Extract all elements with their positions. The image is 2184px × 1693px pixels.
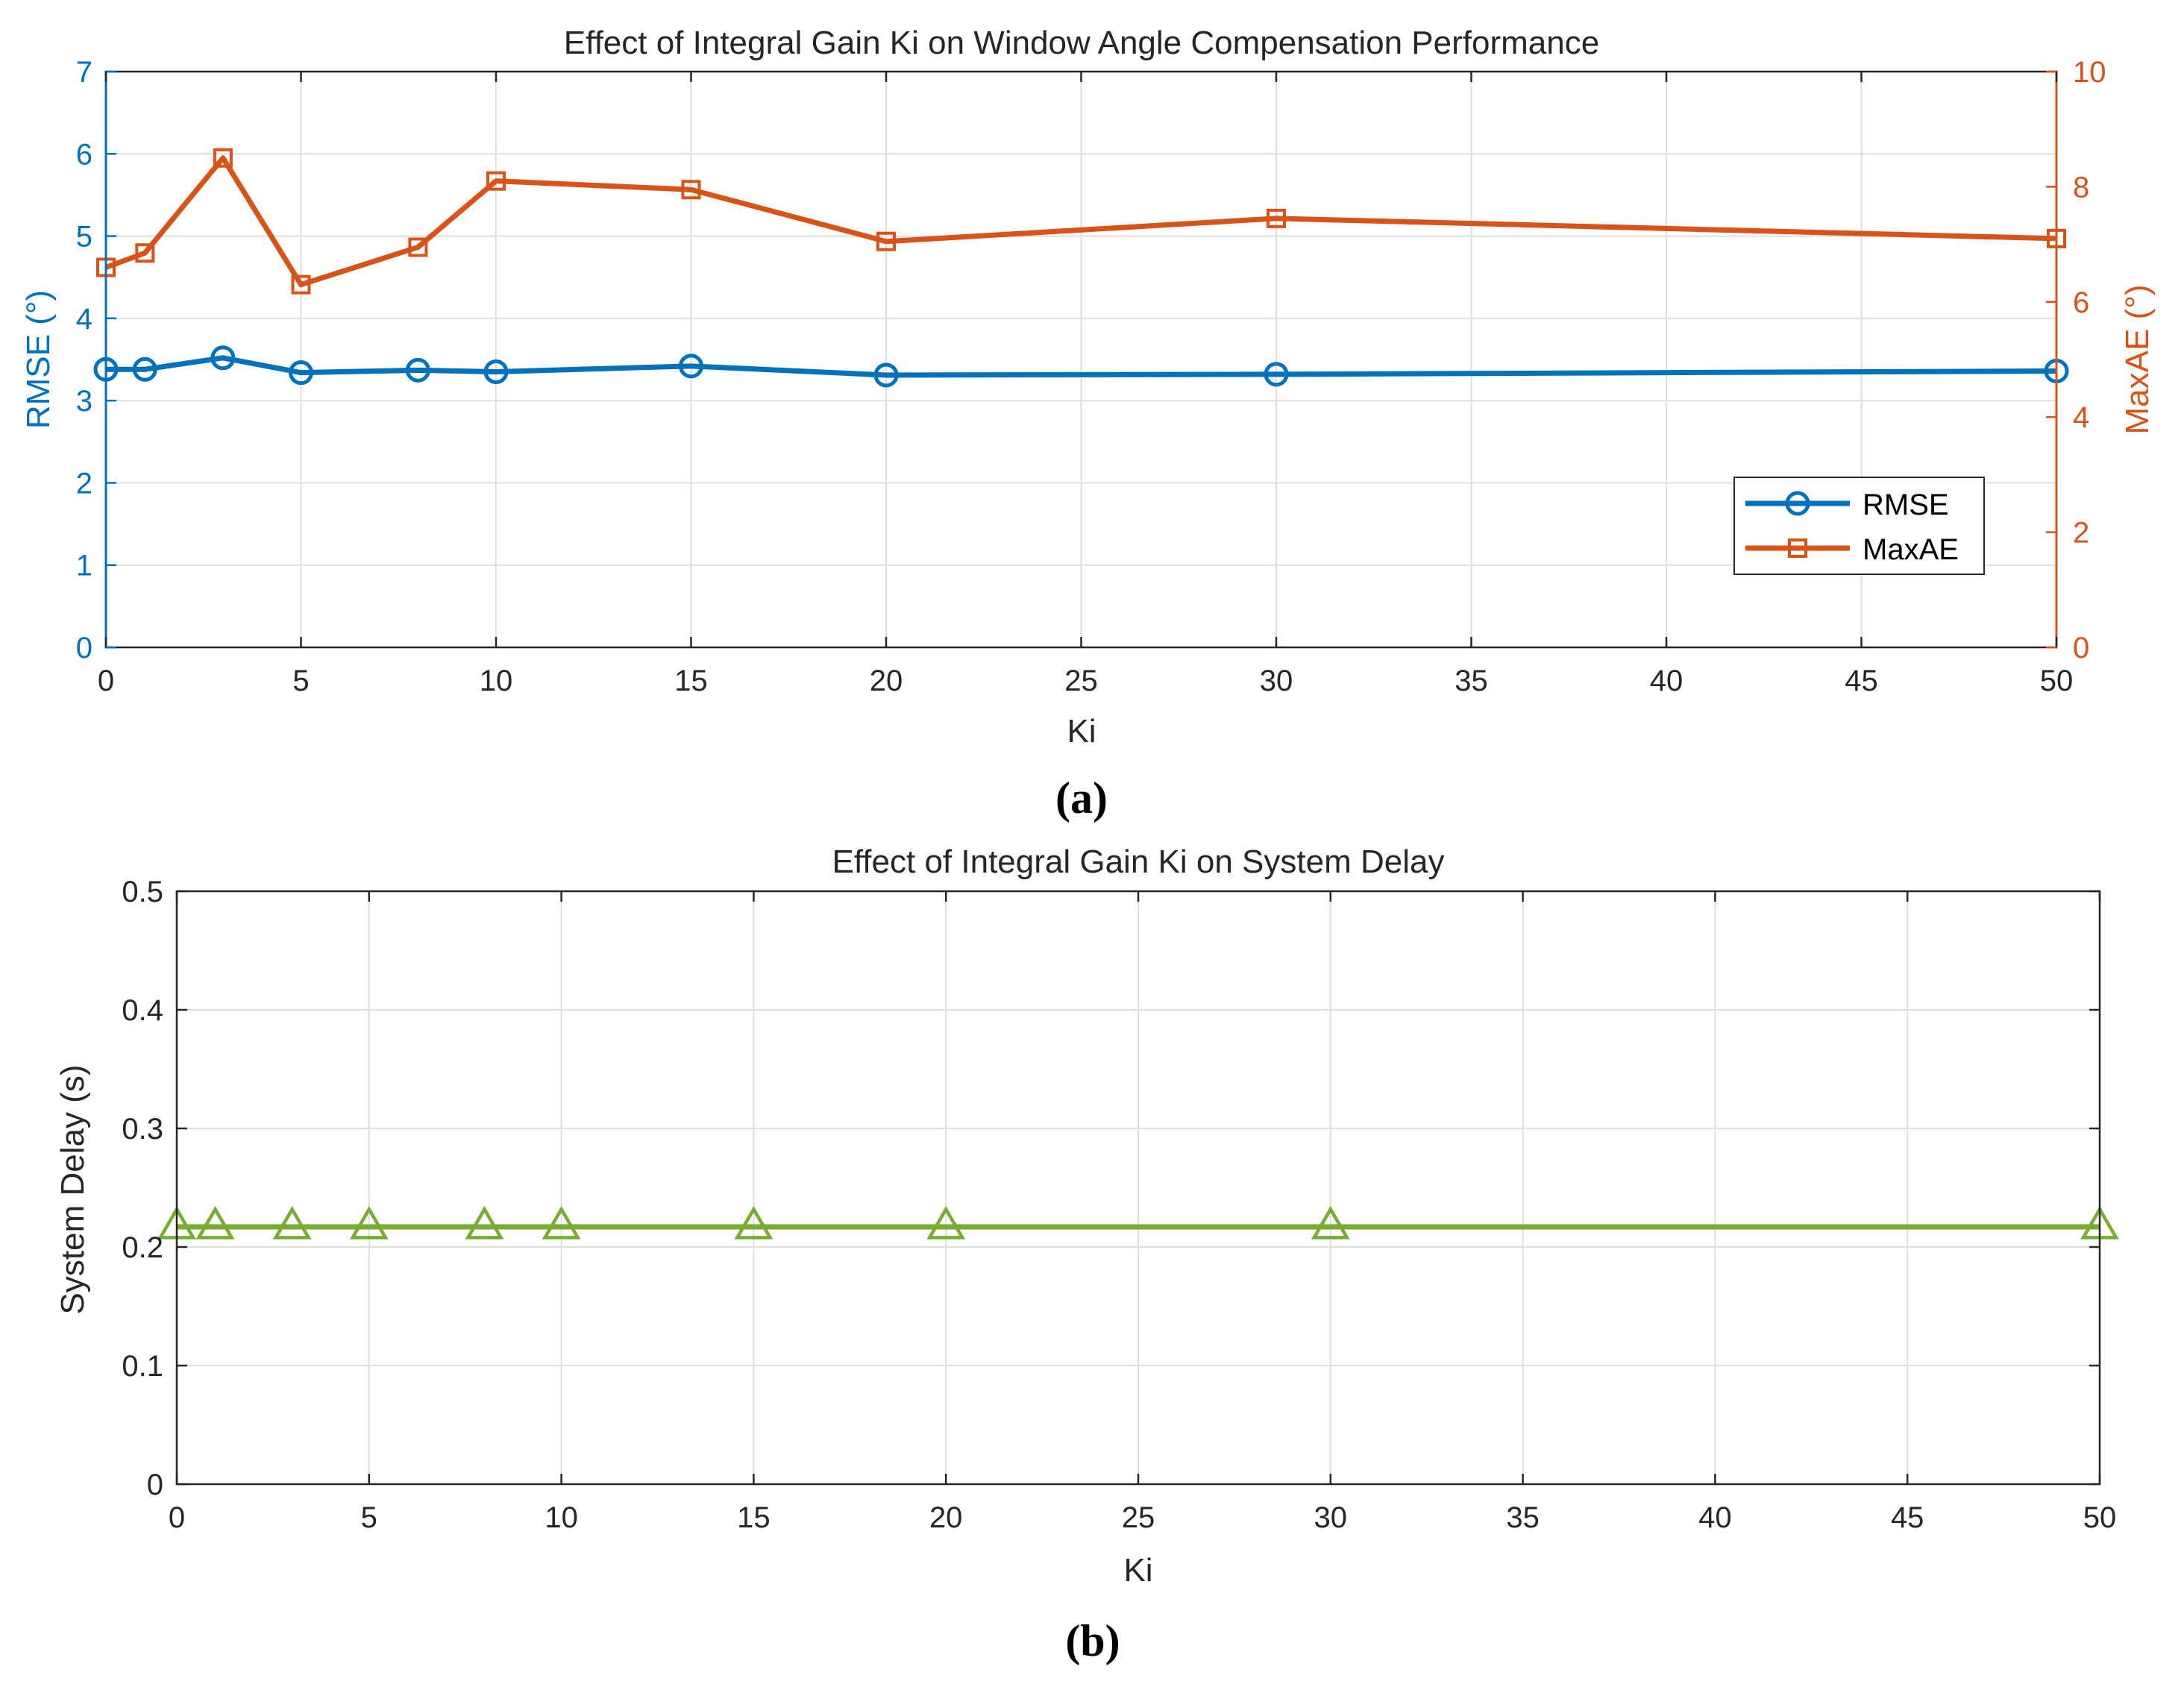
y-tick-label: 4 — [76, 303, 92, 336]
x-tick-label: 5 — [361, 1501, 377, 1534]
x-tick-label: 40 — [1650, 665, 1684, 697]
chart-a-series — [93, 148, 2069, 388]
y2-tick-label: 8 — [2073, 171, 2089, 204]
x-tick-label: 10 — [480, 665, 513, 697]
x-tick-label: 35 — [1455, 665, 1488, 697]
x-tick-label: 25 — [1064, 665, 1098, 697]
chart-a-ylabel: RMSE (°) — [20, 290, 57, 429]
chart-b-xlabel: Ki — [1123, 1552, 1152, 1589]
chart-b-ylabel: System Delay (s) — [54, 1065, 91, 1315]
maxae-point — [213, 148, 233, 168]
y-tick-label: 0.4 — [122, 994, 163, 1027]
x-tick-label: 15 — [737, 1501, 771, 1534]
y-tick-label: 5 — [76, 221, 92, 254]
system-delay-point — [465, 1205, 504, 1240]
x-tick-label: 50 — [2040, 665, 2074, 697]
system-delay-point — [272, 1205, 312, 1240]
y-tick-label: 0 — [147, 1469, 163, 1501]
x-tick-label: 0 — [98, 665, 114, 697]
chart-b-ticks: 0 5 10 15 20 25 30 35 40 45 50 0 0.1 0.2 0.3 0.4 0.5 — [122, 876, 2116, 1534]
x-tick-label: 5 — [292, 665, 309, 697]
system-delay-point — [1311, 1205, 1350, 1240]
x-tick-label: 50 — [2083, 1501, 2117, 1534]
chart-a-title: Effect of Integral Gain Ki on Window Ang… — [564, 25, 1599, 61]
system-delay-point — [195, 1205, 235, 1240]
maxae-point — [1267, 208, 1286, 228]
x-tick-label: 30 — [1260, 665, 1293, 697]
maxae-point — [408, 237, 428, 257]
y-tick-label: 7 — [76, 56, 92, 89]
x-tick-label: 10 — [545, 1501, 578, 1534]
y2-tick-label: 10 — [2073, 56, 2106, 89]
x-tick-label: 15 — [674, 665, 708, 697]
maxae-point — [291, 274, 311, 295]
y2-tick-label: 6 — [2073, 286, 2089, 319]
y-tick-label: 6 — [76, 138, 92, 171]
legend-maxae-marker — [1788, 538, 1807, 558]
y2-tick-label: 4 — [2073, 401, 2089, 434]
rmse-point — [132, 356, 157, 382]
x-tick-label: 40 — [1698, 1501, 1732, 1534]
y-tick-label: 3 — [76, 385, 92, 418]
caption-a: (a) — [1055, 773, 1108, 823]
rmse-point — [483, 359, 509, 385]
chart-a-legend: RMSE MaxAE — [1733, 477, 1985, 575]
rmse-point — [210, 345, 236, 371]
chart-b: 0 5 10 15 20 25 30 35 40 45 50 0 0.1 0.2 0.3 0.4 0.5 Eff… — [54, 844, 2119, 1665]
system-delay-point — [734, 1205, 774, 1240]
legend-rmse-marker — [1785, 491, 1810, 516]
y2-tick-label: 0 — [2073, 632, 2089, 665]
y-tick-label: 0.2 — [122, 1231, 163, 1264]
system-delay-point — [542, 1205, 581, 1240]
maxae-point — [486, 171, 506, 191]
x-tick-label: 45 — [1845, 665, 1878, 697]
y-tick-label: 0 — [76, 632, 92, 665]
rmse-point — [873, 362, 899, 388]
maxae-point — [135, 243, 155, 263]
system-delay-point — [926, 1205, 966, 1240]
chart-a-xlabel: Ki — [1067, 713, 1096, 750]
maxae-point — [681, 180, 701, 200]
legend-box — [1733, 477, 1985, 575]
y-tick-label: 0.1 — [122, 1350, 163, 1383]
x-tick-label: 0 — [169, 1501, 185, 1534]
x-tick-label: 20 — [929, 1501, 963, 1534]
chart-a-y2label: MaxAE (°) — [2119, 285, 2156, 435]
rmse-point — [405, 357, 430, 383]
x-tick-label: 45 — [1891, 1501, 1924, 1534]
x-tick-label: 25 — [1122, 1501, 1155, 1534]
x-tick-label: 35 — [1506, 1501, 1540, 1534]
y-tick-label: 0.5 — [122, 876, 163, 908]
x-tick-label: 20 — [870, 665, 903, 697]
y2-tick-label: 2 — [2073, 517, 2089, 550]
rmse-point — [289, 360, 313, 386]
y-tick-label: 2 — [76, 467, 92, 500]
rmse-point — [1264, 362, 1289, 387]
maxae-point — [876, 231, 896, 251]
y-tick-label: 0.3 — [122, 1113, 163, 1146]
chart-b-title: Effect of Integral Gain Ki on System Del… — [832, 844, 1445, 880]
x-tick-label: 30 — [1314, 1501, 1348, 1534]
rmse-series-line — [106, 355, 2057, 378]
legend-maxae-label: MaxAE — [1863, 533, 1959, 566]
y-tick-label: 1 — [76, 550, 92, 582]
maxae-series-line — [104, 155, 2057, 288]
legend-rmse-label: RMSE — [1863, 489, 1949, 521]
system-delay-point — [349, 1205, 389, 1240]
caption-b: (b) — [1065, 1616, 1120, 1665]
rmse-point — [679, 354, 703, 379]
